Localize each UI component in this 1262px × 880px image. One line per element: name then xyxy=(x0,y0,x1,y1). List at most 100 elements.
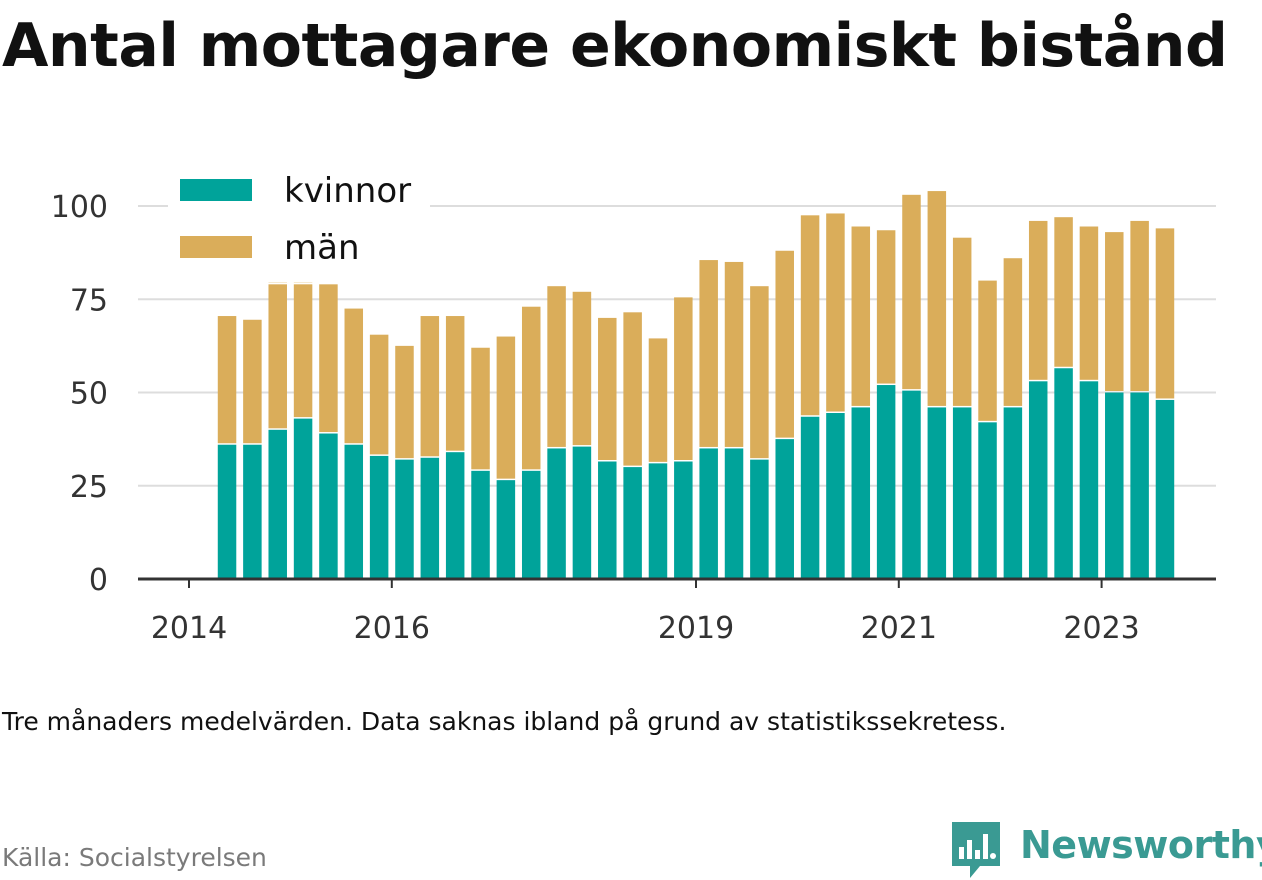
bar-kvinnor-2017-Q3 xyxy=(547,448,566,579)
bar-kvinnor-2017-Q4 xyxy=(572,446,592,579)
bars xyxy=(217,191,1175,580)
bar-kvinnor-2015-Q2 xyxy=(319,433,338,579)
legend-label-män: män xyxy=(284,228,360,268)
y-tick-label: 100 xyxy=(51,190,108,225)
bar-kvinnor-2014-Q2 xyxy=(217,444,237,579)
bar-män-2014-Q3 xyxy=(243,319,262,444)
bar-män-2019-Q4 xyxy=(775,250,794,438)
bar-män-2020-Q2 xyxy=(826,213,845,412)
bar-män-2018-Q4 xyxy=(674,297,693,460)
bar-chart: 0 25 50 75 100 2014 2016 2019 2021 2023 kvinnor m… xyxy=(50,168,1216,646)
legend: kvinnor män xyxy=(168,168,430,282)
brand-logo: Newsworthy xyxy=(950,818,1262,878)
bar-kvinnor-2019-Q2 xyxy=(724,448,744,579)
bar-män-2015-Q4 xyxy=(369,334,389,455)
bar-kvinnor-2020-Q3 xyxy=(851,407,871,579)
bar-män-2016-Q2 xyxy=(420,316,440,457)
bar-män-2017-Q3 xyxy=(547,286,566,447)
bar-män-2014-Q2 xyxy=(217,316,237,444)
bar-kvinnor-2016-Q4 xyxy=(471,470,490,579)
bar-kvinnor-2019-Q4 xyxy=(775,439,794,580)
x-tick-label: 2019 xyxy=(658,611,734,646)
bar-kvinnor-2023-Q1 xyxy=(1105,392,1124,579)
bar-män-2020-Q1 xyxy=(800,215,820,416)
bar-män-2016-Q1 xyxy=(395,345,414,459)
bar-kvinnor-2020-Q2 xyxy=(826,413,845,579)
bar-män-2022-Q1 xyxy=(1003,258,1023,406)
bar-män-2019-Q2 xyxy=(724,261,744,447)
bar-kvinnor-2014-Q3 xyxy=(243,444,262,579)
bar-kvinnor-2017-Q2 xyxy=(521,470,541,579)
bar-kvinnor-2015-Q1 xyxy=(293,418,313,579)
bar-män-2015-Q1 xyxy=(293,284,313,418)
bar-kvinnor-2017-Q1 xyxy=(496,480,516,579)
x-tick-label: 2023 xyxy=(1063,611,1139,646)
bar-män-2021-Q1 xyxy=(902,194,921,390)
chart-note: Tre månaders medelvärden. Data saknas ib… xyxy=(2,707,1007,736)
x-tick-label: 2021 xyxy=(861,611,937,646)
bar-kvinnor-2021-Q2 xyxy=(927,407,947,579)
bar-kvinnor-2022-Q2 xyxy=(1028,381,1048,579)
bar-kvinnor-2022-Q4 xyxy=(1079,381,1099,579)
bar-kvinnor-2021-Q4 xyxy=(978,422,997,579)
bar-kvinnor-2021-Q3 xyxy=(952,407,972,579)
y-tick-label: 75 xyxy=(70,283,108,318)
bar-män-2022-Q4 xyxy=(1079,226,1099,380)
x-tick-label: 2014 xyxy=(151,611,227,646)
bar-kvinnor-2016-Q3 xyxy=(445,452,465,579)
bar-kvinnor-2016-Q2 xyxy=(420,457,440,579)
legend-swatch-kvinnor xyxy=(180,179,252,201)
bar-kvinnor-2023-Q3 xyxy=(1155,399,1175,579)
bar-män-2016-Q4 xyxy=(471,347,490,470)
bar-män-2014-Q4 xyxy=(268,284,287,429)
bar-kvinnor-2020-Q1 xyxy=(800,416,820,579)
bar-kvinnor-2022-Q3 xyxy=(1054,368,1073,579)
bar-män-2015-Q2 xyxy=(319,284,338,433)
x-tick-label: 2016 xyxy=(354,611,430,646)
bar-kvinnor-2018-Q4 xyxy=(674,461,693,579)
bar-män-2017-Q4 xyxy=(572,291,592,446)
bar-män-2015-Q3 xyxy=(344,308,364,444)
bar-män-2017-Q1 xyxy=(496,336,516,479)
bar-män-2021-Q3 xyxy=(952,237,972,406)
bar-män-2019-Q3 xyxy=(750,286,769,459)
y-tick-label: 25 xyxy=(70,470,108,505)
y-tick-label: 50 xyxy=(70,377,108,412)
bar-män-2023-Q1 xyxy=(1105,232,1124,391)
bar-kvinnor-2023-Q2 xyxy=(1130,392,1149,579)
bar-män-2020-Q4 xyxy=(876,230,896,384)
brand-name: Newsworthy xyxy=(1020,823,1262,867)
newsworthy-logo-icon xyxy=(952,822,1000,878)
bar-kvinnor-2018-Q3 xyxy=(648,463,668,579)
bar-kvinnor-2019-Q1 xyxy=(699,448,718,579)
bar-män-2019-Q1 xyxy=(699,260,718,447)
bar-kvinnor-2020-Q4 xyxy=(876,385,896,579)
bar-män-2018-Q2 xyxy=(623,312,642,466)
bar-män-2020-Q3 xyxy=(851,226,871,406)
chart-title: Antal mottagare ekonomiskt bistånd xyxy=(2,11,1228,81)
bar-män-2021-Q4 xyxy=(978,280,997,421)
bar-män-2022-Q2 xyxy=(1028,220,1048,380)
bar-män-2023-Q2 xyxy=(1130,220,1149,391)
bar-kvinnor-2018-Q2 xyxy=(623,467,642,579)
x-axis-ticks: 2014 2016 2019 2021 2023 xyxy=(151,579,1140,646)
bar-kvinnor-2015-Q3 xyxy=(344,444,364,579)
bar-kvinnor-2019-Q3 xyxy=(750,459,769,579)
y-axis-ticks: 0 25 50 75 100 xyxy=(51,190,108,598)
bar-män-2017-Q2 xyxy=(521,306,541,470)
y-tick-label: 0 xyxy=(89,563,108,598)
bar-kvinnor-2022-Q1 xyxy=(1003,407,1023,579)
bar-män-2021-Q2 xyxy=(927,191,947,406)
bar-kvinnor-2015-Q4 xyxy=(369,455,389,579)
bar-män-2022-Q3 xyxy=(1054,217,1073,367)
bar-kvinnor-2016-Q1 xyxy=(395,459,414,579)
legend-label-kvinnor: kvinnor xyxy=(284,171,411,211)
source-credit: Källa: Socialstyrelsen xyxy=(2,843,267,872)
bar-män-2018-Q1 xyxy=(598,317,617,461)
bar-kvinnor-2014-Q4 xyxy=(268,429,287,579)
legend-swatch-män xyxy=(180,236,252,258)
bar-kvinnor-2021-Q1 xyxy=(902,390,921,579)
bar-kvinnor-2018-Q1 xyxy=(598,461,617,579)
bar-män-2018-Q3 xyxy=(648,338,668,462)
bar-män-2023-Q3 xyxy=(1155,228,1175,399)
